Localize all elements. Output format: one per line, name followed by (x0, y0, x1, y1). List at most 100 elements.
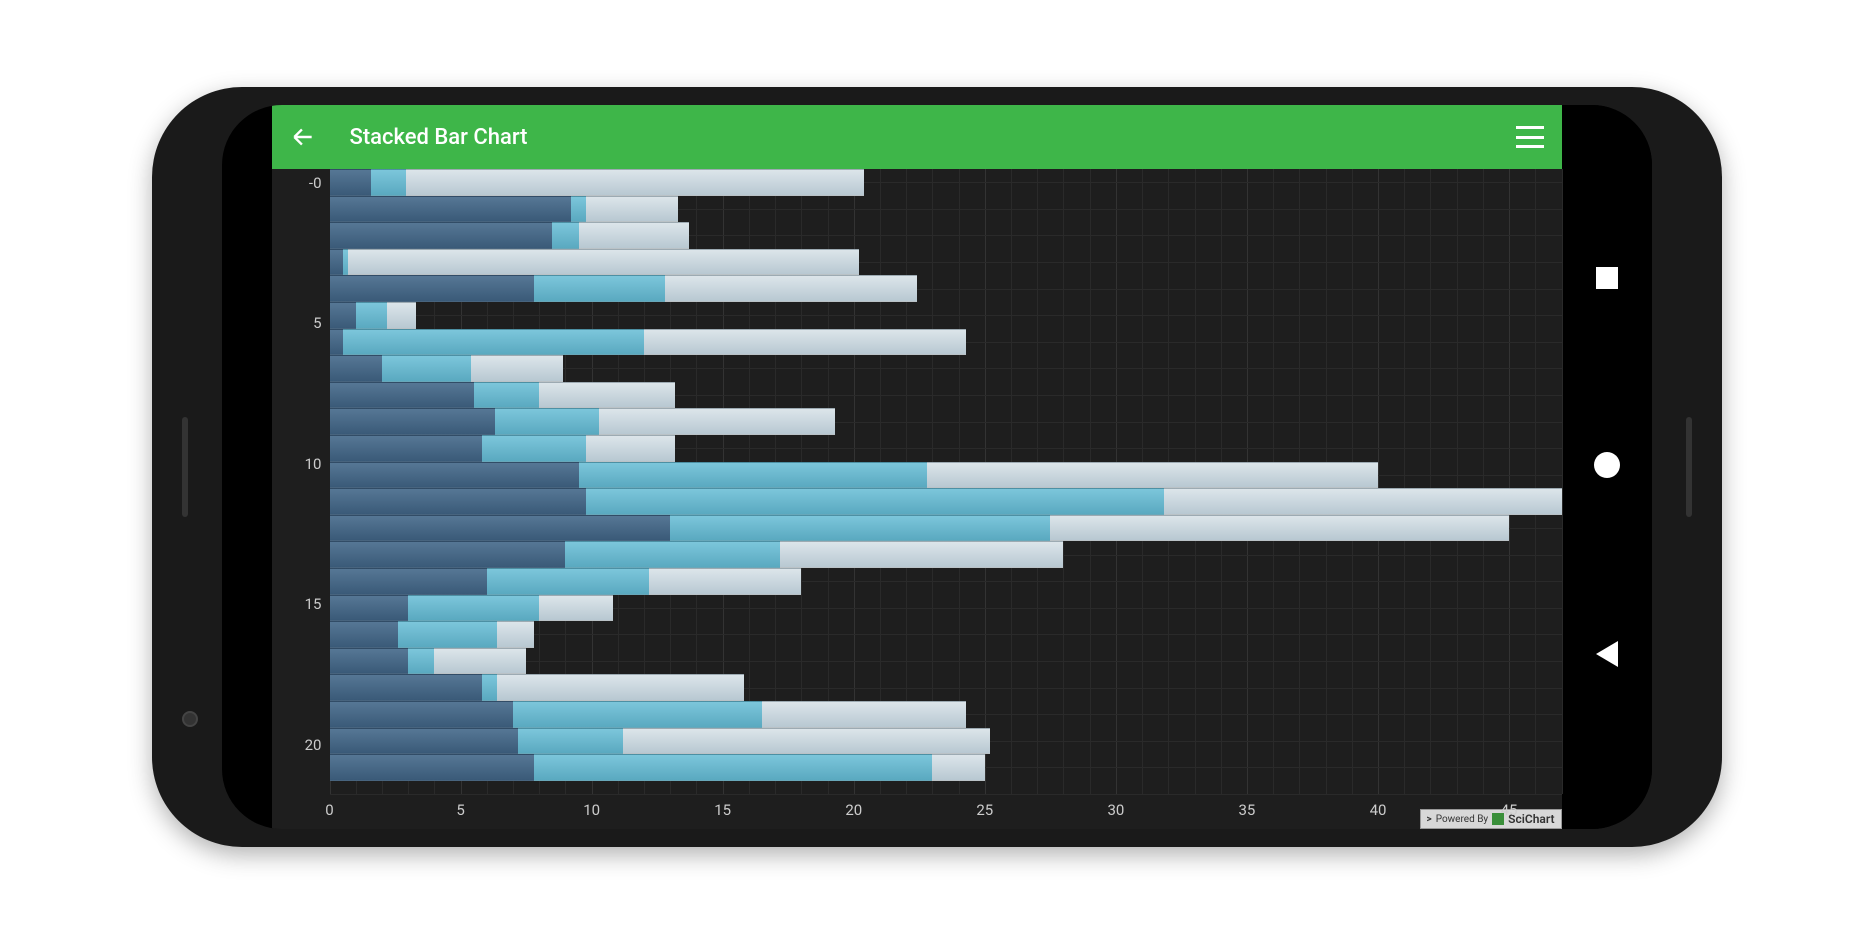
phone-speaker-right (1686, 417, 1692, 517)
bar-row (330, 196, 1562, 223)
bar-segment (408, 648, 434, 675)
bar-segment (330, 595, 409, 622)
phone-camera (182, 711, 198, 727)
bar-segment (497, 674, 743, 701)
bar-segment (371, 169, 405, 196)
grid-line-vertical (1562, 169, 1563, 794)
nav-home-icon[interactable] (1594, 452, 1620, 478)
nav-recent-icon[interactable] (1596, 267, 1618, 289)
y-axis-tick: 10 (305, 455, 322, 473)
bar-segment (356, 302, 387, 329)
bar-segment (330, 302, 356, 329)
app-screen: Stacked Bar Chart -05101520 > Powered By… (272, 105, 1562, 829)
bar-segment (408, 595, 539, 622)
bar-segment (762, 701, 966, 728)
x-axis-tick: 35 (1239, 801, 1256, 819)
bar-segment (330, 196, 571, 223)
plot-wrap: > Powered By SciChart 051015202530354045 (330, 169, 1562, 829)
bar-segment (330, 435, 482, 462)
bar-row (330, 249, 1562, 276)
bar-row (330, 302, 1562, 329)
app-bar: Stacked Bar Chart (272, 105, 1562, 169)
y-axis-tick: 20 (305, 736, 322, 754)
bar-row (330, 674, 1562, 701)
android-nav-bar (1562, 105, 1652, 829)
bar-segment (330, 728, 519, 755)
bar-row (330, 408, 1562, 435)
bar-segment (927, 462, 1378, 489)
bar-row (330, 568, 1562, 595)
bar-segment (330, 249, 343, 276)
bar-segment (398, 621, 498, 648)
y-axis-tick: 5 (313, 314, 321, 332)
bar-segment (513, 701, 762, 728)
bar-row (330, 275, 1562, 302)
bar-segment (330, 674, 482, 701)
bar-segment (586, 488, 1164, 515)
bar-segment (330, 488, 587, 515)
chart-plot[interactable] (330, 169, 1562, 795)
bar-segment (387, 302, 416, 329)
bar-segment (579, 222, 689, 249)
bar-segment (330, 382, 474, 409)
bar-segment (382, 355, 471, 382)
bar-segment (495, 408, 600, 435)
bar-row (330, 169, 1562, 196)
bar-segment (586, 435, 675, 462)
bar-segment (406, 169, 865, 196)
bar-segment (665, 275, 917, 302)
x-axis-tick: 10 (583, 801, 600, 819)
bar-segment (330, 541, 566, 568)
bar-row (330, 382, 1562, 409)
chart-area[interactable]: -05101520 > Powered By SciChart 05101520… (272, 169, 1562, 829)
bar-row (330, 355, 1562, 382)
bar-segment (330, 355, 382, 382)
bar-segment (330, 754, 534, 781)
bar-row (330, 754, 1562, 781)
bar-row (330, 488, 1562, 515)
bar-segment (330, 515, 671, 542)
bar-segment (534, 754, 932, 781)
bar-row (330, 621, 1562, 648)
bar-segment (330, 462, 579, 489)
bar-segment (534, 275, 665, 302)
phone-inner: Stacked Bar Chart -05101520 > Powered By… (222, 105, 1652, 829)
bar-segment (670, 515, 1050, 542)
bar-segment (932, 754, 984, 781)
bar-segment (565, 541, 780, 568)
nav-back-icon[interactable] (1596, 641, 1618, 667)
bar-row (330, 595, 1562, 622)
phone-speaker-left (182, 417, 188, 517)
bar-segment (482, 435, 587, 462)
bar-row (330, 648, 1562, 675)
bar-segment (644, 329, 966, 356)
x-axis-tick: 25 (976, 801, 993, 819)
watermark-label: Powered By (1436, 814, 1488, 825)
bar-segment (586, 196, 678, 223)
bar-segment (571, 196, 587, 223)
bar-row (330, 329, 1562, 356)
x-axis-tick: 20 (845, 801, 862, 819)
bar-segment (330, 275, 534, 302)
hamburger-menu-icon[interactable] (1516, 126, 1544, 148)
bar-row (330, 728, 1562, 755)
bar-segment (539, 382, 675, 409)
bar-segment (623, 728, 990, 755)
bar-segment (474, 382, 540, 409)
bar-segment (330, 408, 495, 435)
bar-segment (552, 222, 578, 249)
x-axis-tick: 40 (1370, 801, 1387, 819)
bar-segment (518, 728, 623, 755)
y-axis-tick: -0 (309, 174, 322, 192)
bar-segment (539, 595, 612, 622)
bar-segment (780, 541, 1063, 568)
bar-segment (579, 462, 928, 489)
bar-segment (330, 648, 409, 675)
bar-segment (330, 568, 487, 595)
app-bar-title: Stacked Bar Chart (350, 125, 1516, 150)
bar-row (330, 435, 1562, 462)
bar-row (330, 462, 1562, 489)
back-arrow-icon[interactable] (290, 124, 316, 150)
bar-segment (330, 169, 372, 196)
y-axis-tick: 15 (305, 595, 322, 613)
